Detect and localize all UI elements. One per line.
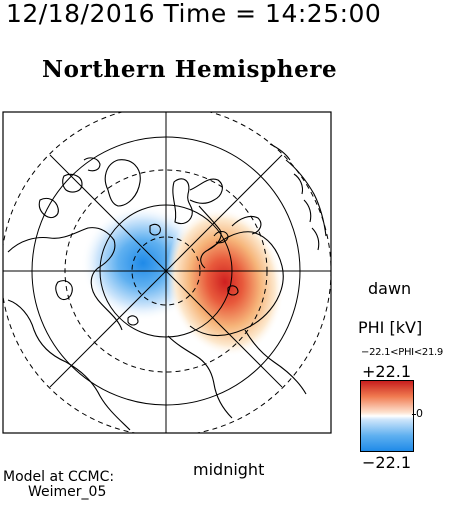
dawn-label: dawn	[368, 279, 412, 298]
potential-colorbar	[360, 380, 414, 452]
colorbar-max-label: +22.1	[362, 362, 412, 381]
colorbar-zero-tick	[412, 414, 416, 415]
date-time-title: 12/18/2016 Time = 14:25:00	[6, 0, 382, 28]
hemisphere-title: Northern Hemisphere	[42, 56, 338, 83]
colorbar-range: −22.1<PHI<21.9	[361, 347, 443, 358]
meridian-diag-2	[49, 154, 283, 388]
positive-potential-cell	[166, 207, 284, 357]
midnight-label: midnight	[193, 460, 265, 479]
colorbar-title: PHI [kV]	[358, 318, 423, 337]
coastlines	[7, 143, 327, 431]
model-credit-line2: Weimer_05	[28, 484, 107, 500]
map-frame	[2, 111, 332, 434]
colorbar-min-label: −22.1	[362, 453, 412, 472]
colorbar-zero-label: 0	[416, 407, 423, 420]
model-credit-line1: Model at CCMC:	[3, 469, 115, 485]
